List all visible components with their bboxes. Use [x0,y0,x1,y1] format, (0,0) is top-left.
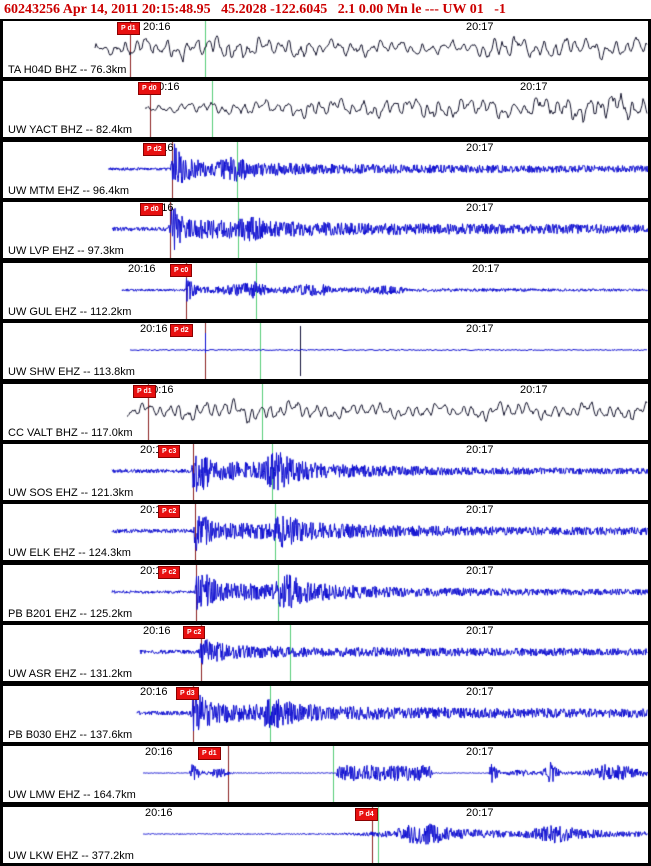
pick-flag[interactable]: P d2 [143,143,166,156]
pick-flag[interactable]: P d3 [176,687,199,700]
station-label: PB B201 EHZ -- 125.2km [8,608,133,620]
time-label-right: 20:17 [466,323,494,335]
pick-flag[interactable]: P d0 [140,203,163,216]
time-label-right: 20:17 [466,21,494,33]
time-label-left: 20:16 [128,263,156,275]
trace-panel[interactable]: 20:16 20:17 P c2 UW ASR EHZ -- 131.2km [2,624,649,682]
waveform-canvas[interactable] [3,504,648,560]
station-label: UW LKW EHZ -- 377.2km [8,850,134,862]
time-label-right: 20:17 [466,686,494,698]
pick-flag[interactable]: P c2 [183,626,206,639]
station-label: CC VALT BHZ -- 117.0km [8,427,133,439]
waveform-canvas[interactable] [3,323,648,379]
waveform-canvas[interactable] [3,384,648,440]
trace-panel[interactable]: 20:16 20:17 P d1 TA H04D BHZ -- 76.3km [2,20,649,78]
station-label: UW SOS EHZ -- 121.3km [8,487,134,499]
time-label-right: 20:17 [466,746,494,758]
station-label: UW GUL EHZ -- 112.2km [8,306,132,318]
waveform-canvas[interactable] [3,142,648,198]
station-label: PB B030 EHZ -- 137.6km [8,729,133,741]
time-label-right: 20:17 [466,504,494,516]
pick-flag[interactable]: P c2 [158,566,181,579]
trace-panel[interactable]: 20:16 20:17 P d0 UW LVP EHZ -- 97.3km [2,201,649,259]
time-label-left: 20:16 [145,807,173,819]
trace-panel[interactable]: 20:16 20:17 P d2 UW MTM EHZ -- 96.4km [2,141,649,199]
time-label-left: 20:16 [145,746,173,758]
trace-panel[interactable]: 20:16 20:17 P d0 UW YACT BHZ -- 82.4km [2,80,649,138]
waveform-canvas[interactable] [3,263,648,319]
time-label-right: 20:17 [466,142,494,154]
pick-flag[interactable]: P d2 [170,324,193,337]
time-label-left: 20:16 [140,686,168,698]
pick-flag[interactable]: P c0 [170,264,193,277]
pick-flag[interactable]: P d1 [198,747,221,760]
waveform-canvas[interactable] [3,202,648,258]
station-label: TA H04D BHZ -- 76.3km [8,64,127,76]
waveform-canvas[interactable] [3,444,648,500]
pick-flag[interactable]: P d4 [355,808,378,821]
time-label-right: 20:17 [472,263,500,275]
time-label-left: 20:16 [140,323,168,335]
waveform-canvas[interactable] [3,746,648,802]
trace-panel[interactable]: 20:16 20:17 P d4 UW LKW EHZ -- 377.2km [2,806,649,864]
trace-panel[interactable]: 20:16 20:17 P c2 UW ELK EHZ -- 124.3km [2,503,649,561]
pick-flag[interactable]: P d1 [133,385,156,398]
station-label: UW YACT BHZ -- 82.4km [8,124,133,136]
time-label-right: 20:17 [520,384,548,396]
pick-flag[interactable]: P c2 [158,505,181,518]
waveform-canvas[interactable] [3,625,648,681]
waveform-canvas[interactable] [3,686,648,742]
waveform-canvas[interactable] [3,21,648,77]
station-label: UW SHW EHZ -- 113.8km [8,366,135,378]
trace-panel[interactable]: 20:16 20:17 P d2 UW SHW EHZ -- 113.8km [2,322,649,380]
trace-panel[interactable]: 20:16 20:17 P d1 CC VALT BHZ -- 117.0km [2,383,649,441]
station-label: UW LMW EHZ -- 164.7km [8,789,136,801]
waveform-canvas[interactable] [3,807,648,863]
station-label: UW MTM EHZ -- 96.4km [8,185,129,197]
trace-panel[interactable]: 20:16 20:17 P c3 UW SOS EHZ -- 121.3km [2,443,649,501]
trace-panel[interactable]: 20:16 20:17 P c2 PB B201 EHZ -- 125.2km [2,564,649,622]
waveform-canvas[interactable] [3,81,648,137]
time-label-left: 20:16 [143,21,171,33]
pick-flag[interactable]: P d1 [117,22,140,35]
trace-panel[interactable]: 20:16 20:17 P c0 UW GUL EHZ -- 112.2km [2,262,649,320]
pick-flag[interactable]: P c3 [158,445,181,458]
time-label-right: 20:17 [466,444,494,456]
time-label-left: 20:16 [143,625,171,637]
trace-panel[interactable]: 20:16 20:17 P d1 UW LMW EHZ -- 164.7km [2,745,649,803]
time-label-right: 20:17 [466,807,494,819]
station-label: UW ELK EHZ -- 124.3km [8,547,131,559]
time-label-right: 20:17 [466,202,494,214]
trace-list: 20:16 20:17 P d1 TA H04D BHZ -- 76.3km 2… [0,20,651,866]
pick-flag[interactable]: P d0 [138,82,161,95]
waveform-canvas[interactable] [3,565,648,621]
time-label-right: 20:17 [466,625,494,637]
trace-panel[interactable]: 20:16 20:17 P d3 PB B030 EHZ -- 137.6km [2,685,649,743]
time-label-right: 20:17 [520,81,548,93]
time-label-right: 20:17 [466,565,494,577]
station-label: UW ASR EHZ -- 131.2km [8,668,133,680]
event-header: 60243256 Apr 14, 2011 20:15:48.95 45.202… [0,0,651,19]
station-label: UW LVP EHZ -- 97.3km [8,245,124,257]
